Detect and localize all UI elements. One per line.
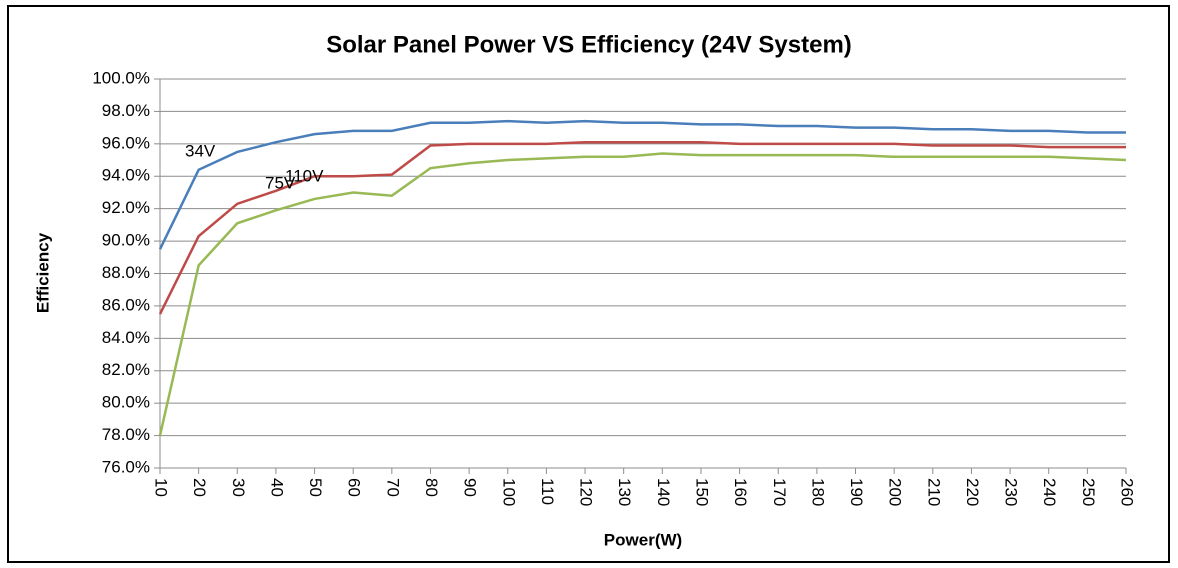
y-tick-label: 94.0% (102, 166, 150, 185)
y-axis-title: Efficiency (33, 232, 52, 313)
x-tick-label: 130 (615, 478, 634, 506)
series-line (158, 140, 1126, 315)
x-tick-label: 10 (152, 478, 171, 497)
series-label: 75V (265, 173, 296, 192)
series-label: 34V (185, 141, 216, 160)
x-tick-label: 220 (963, 478, 982, 506)
y-tick-label: 88.0% (102, 263, 150, 282)
x-tick-label: 140 (654, 478, 673, 506)
y-tick-label: 90.0% (102, 231, 150, 250)
x-tick-label: 40 (267, 478, 286, 497)
x-tick-label: 240 (1040, 478, 1059, 506)
x-tick-label: 200 (886, 478, 905, 506)
x-tick-label: 150 (692, 478, 711, 506)
y-tick-label: 96.0% (102, 133, 150, 152)
series-label: 110V (285, 166, 324, 185)
x-tick-label: 20 (190, 478, 209, 497)
x-tick-label: 170 (770, 478, 789, 506)
y-tick-label: 80.0% (102, 393, 150, 412)
y-tick-label: 76.0% (102, 457, 150, 476)
x-tick-label: 60 (345, 478, 364, 497)
series-line (158, 119, 1126, 250)
x-tick-label: 50 (306, 478, 325, 497)
x-tick-label: 190 (847, 478, 866, 506)
chart-frame (7, 5, 1170, 563)
x-tick-label: 180 (808, 478, 827, 506)
y-tick-label: 78.0% (102, 425, 150, 444)
x-tick-label: 210 (924, 478, 943, 506)
y-tick-label: 98.0% (102, 101, 150, 120)
y-tick-label: 86.0% (102, 295, 150, 314)
y-tick-label: 82.0% (102, 360, 150, 379)
x-tick-label: 100 (499, 478, 518, 506)
x-axis-title: Power(W) (604, 530, 682, 549)
x-tick-label: 230 (1002, 478, 1021, 506)
x-tick-label: 160 (731, 478, 750, 506)
x-tick-label: 90 (461, 478, 480, 497)
x-tick-label: 70 (383, 478, 402, 497)
x-tick-label: 30 (229, 478, 248, 497)
x-tick-label: 80 (422, 478, 441, 497)
x-tick-label: 120 (577, 478, 596, 506)
chart-title: Solar Panel Power VS Efficiency (24V Sys… (326, 31, 852, 58)
series-line (158, 152, 1127, 436)
x-tick-label: 260 (1118, 478, 1137, 506)
y-tick-label: 92.0% (102, 198, 150, 217)
y-tick-label: 100.0% (92, 68, 150, 87)
x-tick-label: 250 (1079, 478, 1098, 506)
y-tick-label: 84.0% (102, 328, 150, 347)
x-tick-label: 110 (538, 478, 557, 505)
